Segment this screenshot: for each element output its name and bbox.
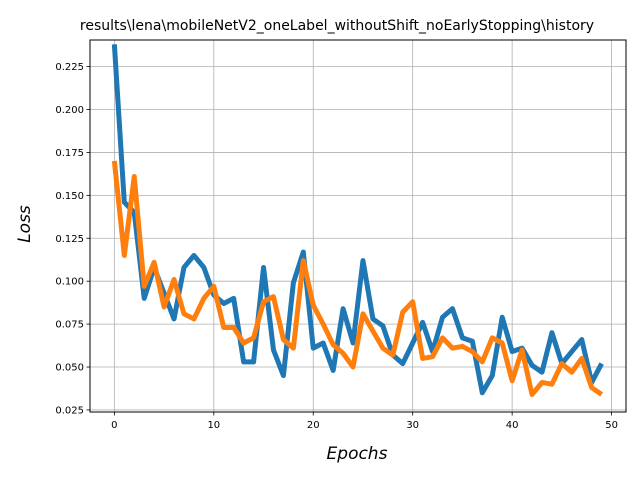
y-tick-label: 0.025 xyxy=(55,405,84,416)
x-axis-label: Epochs xyxy=(327,444,388,464)
grid xyxy=(90,40,626,412)
y-tick-label: 0.125 xyxy=(55,234,84,245)
series-layer xyxy=(111,44,604,397)
x-tick-label: 50 xyxy=(605,420,618,431)
x-tick-label: 10 xyxy=(207,420,220,431)
y-tick-label: 0.100 xyxy=(55,277,84,288)
x-tick-label: 30 xyxy=(406,420,419,431)
y-tick-label: 0.175 xyxy=(55,148,84,159)
y-tick-label: 0.225 xyxy=(55,62,84,73)
ticks: 0 10 20 30 40 50 0.025 0.050 0.075 0.100 0.125 0.15… xyxy=(55,62,618,431)
y-tick-label: 0.150 xyxy=(55,191,84,202)
y-tick-label: 0.050 xyxy=(55,363,84,374)
x-tick-label: 40 xyxy=(506,420,519,431)
series-line-2 xyxy=(111,160,604,397)
x-tick-label: 20 xyxy=(307,420,320,431)
x-tick-label: 0 xyxy=(111,420,117,431)
y-tick-label: 0.200 xyxy=(55,105,84,116)
plot-frame xyxy=(89,39,627,413)
y-axis-label: Loss xyxy=(15,205,35,243)
y-tick-label: 0.075 xyxy=(55,320,84,331)
chart-title: results\lena\mobileNetV2_oneLabel_withou… xyxy=(80,18,594,34)
